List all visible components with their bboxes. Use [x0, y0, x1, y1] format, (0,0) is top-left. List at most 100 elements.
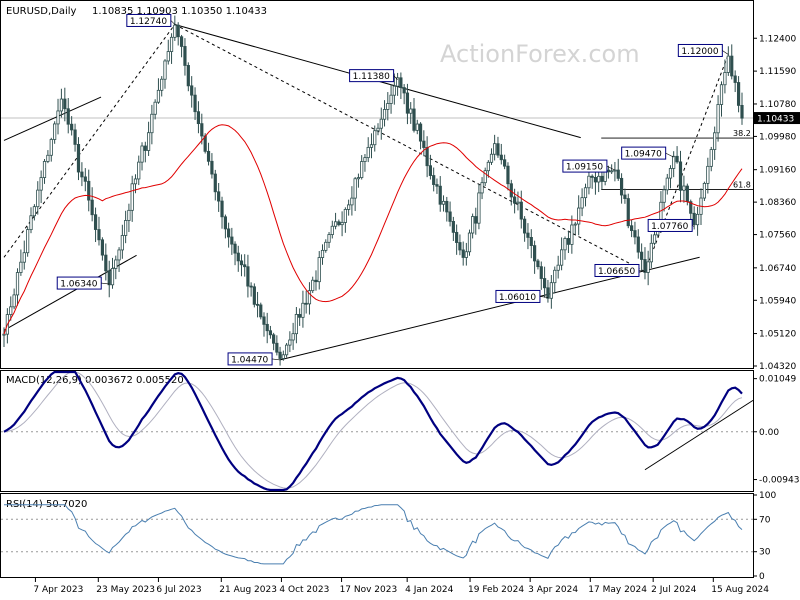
candle-body — [233, 243, 237, 254]
candle-body — [110, 268, 115, 286]
upper-channel-line — [3, 96, 102, 141]
candle-body — [70, 123, 74, 131]
candle-body — [726, 55, 730, 73]
candle-body — [114, 259, 118, 269]
price-tick-label: 1.12400 — [759, 34, 796, 44]
price-axis: 1.12400 1.11590 1.10780 1.09980 1.09160 1.083… — [753, 34, 800, 372]
candle-body — [395, 77, 400, 87]
candle-body — [22, 252, 26, 263]
candle-body — [616, 169, 620, 179]
candle-body — [633, 230, 637, 238]
candle-body — [553, 269, 557, 284]
candle-body — [333, 221, 338, 227]
candle-body — [140, 145, 144, 163]
ohlc-readout: 1.10835 1.10903 1.10350 1.10433 — [92, 6, 267, 17]
candle-body — [90, 199, 94, 216]
candle-body — [678, 161, 683, 191]
candle-body — [448, 211, 452, 222]
candle-body — [356, 177, 361, 180]
price-callout-label: 1.04470 — [231, 355, 268, 365]
candle-body — [347, 204, 351, 210]
candle-body — [59, 98, 64, 112]
candle-body — [432, 175, 436, 185]
candle-body — [486, 161, 490, 172]
price-tick-label: 1.11590 — [759, 67, 796, 77]
candle-body — [39, 177, 43, 191]
price-callout-label: 1.06340 — [60, 280, 97, 290]
candle-body — [533, 245, 537, 262]
candle-body — [87, 180, 91, 201]
candle-body — [597, 175, 601, 183]
candle-body — [183, 46, 187, 66]
price-callout-label: 1.12740 — [130, 17, 167, 27]
candle-body — [223, 216, 227, 230]
price-tick-label: 1.06740 — [759, 264, 796, 274]
macd-title: MACD(12,26,9) 0.003672 0.005520 — [6, 375, 184, 386]
candle-body — [499, 154, 503, 161]
candle-body — [160, 78, 164, 91]
candle-body — [173, 24, 177, 38]
candle-body — [685, 185, 689, 203]
candle-body — [549, 282, 553, 299]
price-tick-label: 1.04320 — [759, 362, 796, 372]
time-tick-label: 21 Aug 2023 — [219, 585, 277, 595]
candle-body — [405, 92, 410, 114]
candle-body — [29, 215, 33, 231]
candle-body — [402, 87, 406, 94]
price-callout-label: 1.07760 — [651, 222, 688, 232]
candle-body — [640, 251, 644, 260]
price-tick-label: 1.05940 — [759, 296, 796, 306]
candle-body — [243, 264, 247, 268]
rsi-tick-label: 70 — [759, 515, 771, 525]
candle-body — [324, 241, 328, 251]
candle-body — [672, 155, 676, 169]
rsi-axis: 100 70 30 0 — [1, 491, 776, 582]
candle-body — [606, 169, 611, 173]
candle-body — [399, 77, 403, 88]
candle-body — [713, 132, 717, 150]
candle-body — [455, 231, 459, 243]
candle-body — [649, 242, 653, 263]
candle-body — [93, 214, 98, 230]
candle-body — [719, 84, 724, 105]
candle-body — [706, 165, 710, 184]
candle-body — [156, 89, 161, 103]
candle-body — [350, 197, 354, 206]
candle-body — [503, 159, 507, 167]
candle-body — [239, 260, 244, 266]
price-tick-label: 1.10780 — [759, 100, 796, 110]
candle-body — [265, 323, 269, 332]
candles — [2, 15, 744, 366]
candle-body — [130, 183, 134, 211]
candle-body — [438, 185, 442, 205]
candle-body — [278, 351, 282, 359]
price-callout-pointer — [692, 225, 695, 227]
price-callout-pointer — [665, 152, 674, 158]
candle-body — [227, 228, 231, 238]
decline-dashed-line — [174, 24, 646, 272]
candle-body — [127, 209, 131, 221]
candle-body — [337, 221, 341, 226]
candle-body — [369, 144, 374, 148]
time-tick-label: 7 Apr 2023 — [33, 585, 83, 595]
candle-body — [546, 287, 550, 299]
price-tick-label: 1.07560 — [759, 231, 796, 241]
price-tick-label: 1.08360 — [759, 198, 796, 208]
candle-body — [272, 334, 276, 344]
price-tick-label: 1.09160 — [759, 166, 796, 176]
time-tick-label: 4 Oct 2023 — [279, 585, 329, 595]
candle-body — [73, 129, 77, 145]
candle-body — [489, 153, 494, 163]
candle-body — [709, 149, 713, 167]
candle-body — [461, 249, 465, 258]
candle-body — [389, 94, 393, 104]
price-callout-box — [227, 352, 273, 366]
candle-body — [343, 209, 347, 223]
candle-body — [577, 207, 581, 225]
candle-body — [556, 264, 560, 271]
time-axis: 7 Apr 2023 23 May 2023 6 Jul 2023 21 Aug 20… — [33, 578, 769, 595]
candle-body — [2, 333, 6, 336]
candle-body — [9, 306, 13, 315]
candle-body — [435, 184, 439, 187]
current-price-tag — [754, 112, 800, 125]
